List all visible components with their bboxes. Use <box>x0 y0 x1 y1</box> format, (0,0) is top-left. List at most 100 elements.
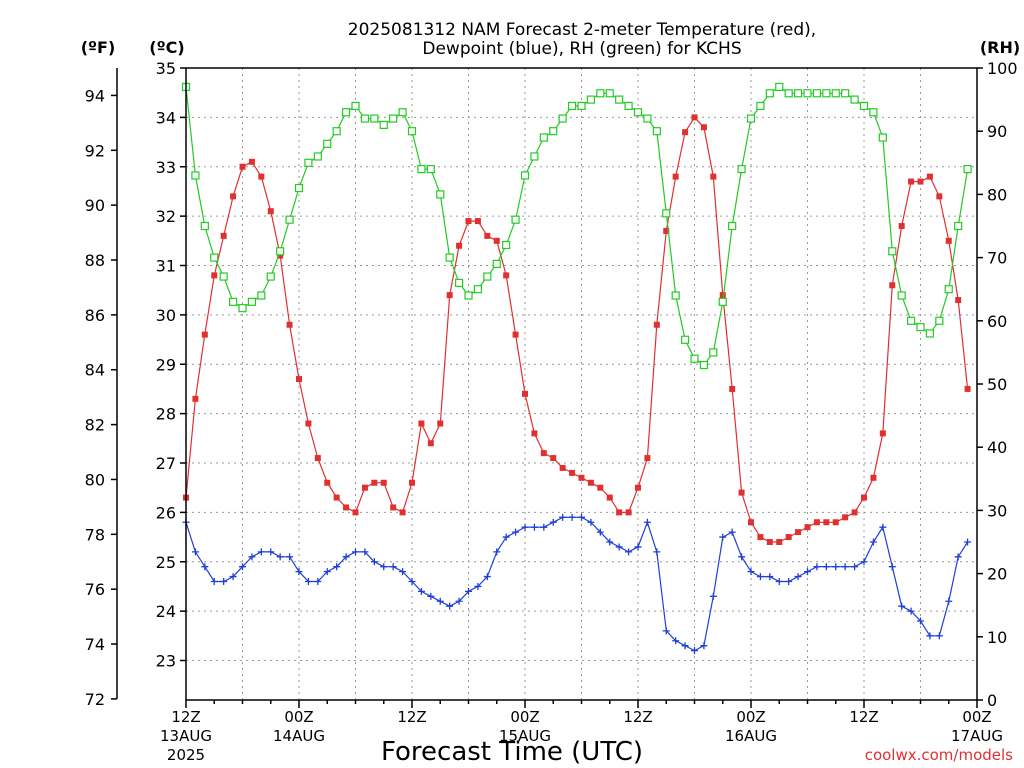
temperature-point <box>832 519 839 526</box>
dewpoint-point <box>455 597 463 605</box>
dewpoint-point <box>662 627 670 635</box>
dewpoint-point <box>587 518 595 526</box>
celsius-tick-label: 34 <box>156 108 176 127</box>
rh-point <box>963 165 972 174</box>
rh-point <box>756 101 765 111</box>
celsius-tick-label: 32 <box>156 207 176 226</box>
temperature-point <box>917 178 924 185</box>
temperature-point <box>465 218 472 225</box>
time-tick-label: 00Z <box>736 708 765 726</box>
temperature-point <box>277 252 284 259</box>
dewpoint-point <box>935 632 943 640</box>
fahrenheit-tick-label: 84 <box>85 361 105 380</box>
year-tick-label: 2025 <box>167 746 205 764</box>
rh-point <box>294 183 304 193</box>
temperature-point <box>908 178 915 185</box>
rh-point <box>869 108 878 117</box>
dewpoint-point <box>201 563 209 571</box>
rh-point <box>502 240 511 250</box>
temperature-point <box>503 272 510 279</box>
temperature-point <box>522 390 528 397</box>
temperature-point <box>700 124 707 131</box>
dewpoint-point <box>257 548 265 556</box>
temperature-point <box>258 173 265 180</box>
dewpoint-point <box>653 548 661 556</box>
date-tick-label: 13AUG <box>160 727 212 745</box>
temperature-point <box>333 494 340 501</box>
dewpoint-point <box>370 558 378 566</box>
dewpoint-point <box>493 548 501 556</box>
rh-point <box>906 316 916 325</box>
rh-point <box>511 215 520 224</box>
temperature-point <box>889 282 896 289</box>
dewpoint-point <box>380 563 388 571</box>
dewpoint-point <box>304 578 312 585</box>
dewpoint-point <box>540 523 548 531</box>
dewpoint-point <box>417 587 425 595</box>
rh-point <box>897 291 906 300</box>
rh-point <box>916 323 925 332</box>
temperature-point <box>352 509 359 516</box>
temperature-point <box>785 534 792 541</box>
rh-point <box>586 95 596 104</box>
dewpoint-point <box>860 558 868 566</box>
fahrenheit-tick-label: 90 <box>85 196 105 215</box>
series-temperature <box>183 114 971 545</box>
temperature-point <box>776 539 783 545</box>
temperature-point <box>616 509 623 516</box>
celsius-tick-label: 33 <box>156 158 176 177</box>
temperature-point <box>343 504 350 511</box>
temperature-point <box>795 529 802 536</box>
fahrenheit-tick-label: 88 <box>85 251 105 270</box>
dewpoint-point <box>191 548 199 556</box>
rh-point <box>379 120 388 129</box>
temperature-point <box>879 430 886 437</box>
rh-point <box>954 221 963 231</box>
dewpoint-point <box>530 523 538 531</box>
rh-point <box>850 95 859 104</box>
fahrenheit-tick-label: 76 <box>85 580 105 599</box>
date-tick-label: 16AUG <box>725 727 777 745</box>
rh-point <box>643 114 652 123</box>
rh-tick-label: 60 <box>987 312 1007 331</box>
temperature-point <box>635 484 641 491</box>
rh-point <box>615 95 624 104</box>
celsius-tick-label: 26 <box>156 503 176 522</box>
rh-point <box>445 253 454 262</box>
celsius-tick-label: 35 <box>156 59 176 78</box>
temperature-point <box>945 237 952 244</box>
rh-point <box>596 89 605 98</box>
rh-point <box>436 190 445 199</box>
rh-point <box>746 114 756 123</box>
temperature-point <box>569 469 576 476</box>
rh-line <box>185 86 969 366</box>
dewpoint-point <box>954 553 962 561</box>
time-tick-label: 12Z <box>171 708 200 726</box>
dewpoint-point <box>738 553 746 561</box>
rh-point <box>454 278 464 287</box>
celsius-tick-label: 24 <box>156 602 176 621</box>
dewpoint-point <box>813 563 821 571</box>
temperature-point <box>305 420 312 427</box>
temperature-point <box>597 484 604 491</box>
series-dewpoint <box>182 513 972 655</box>
dewpoint-point <box>766 573 774 581</box>
temperature-point <box>926 173 933 180</box>
rh-point <box>690 354 699 363</box>
series-layer <box>181 82 972 655</box>
credit-text: coolwx.com/models <box>865 746 1013 764</box>
rh-point <box>257 291 266 300</box>
dewpoint-point <box>427 592 435 600</box>
dewpoint-point <box>917 617 924 625</box>
celsius-tick-label: 23 <box>156 652 176 671</box>
rh-point <box>210 253 219 262</box>
temperature-point <box>653 321 660 328</box>
temperature-point <box>220 232 227 239</box>
rh-tick-label: 90 <box>987 122 1007 141</box>
celsius-axis-label: (ºC) <box>149 38 184 57</box>
dewpoint-point <box>945 597 953 605</box>
temperature-point <box>578 474 585 481</box>
rh-point <box>765 89 774 98</box>
